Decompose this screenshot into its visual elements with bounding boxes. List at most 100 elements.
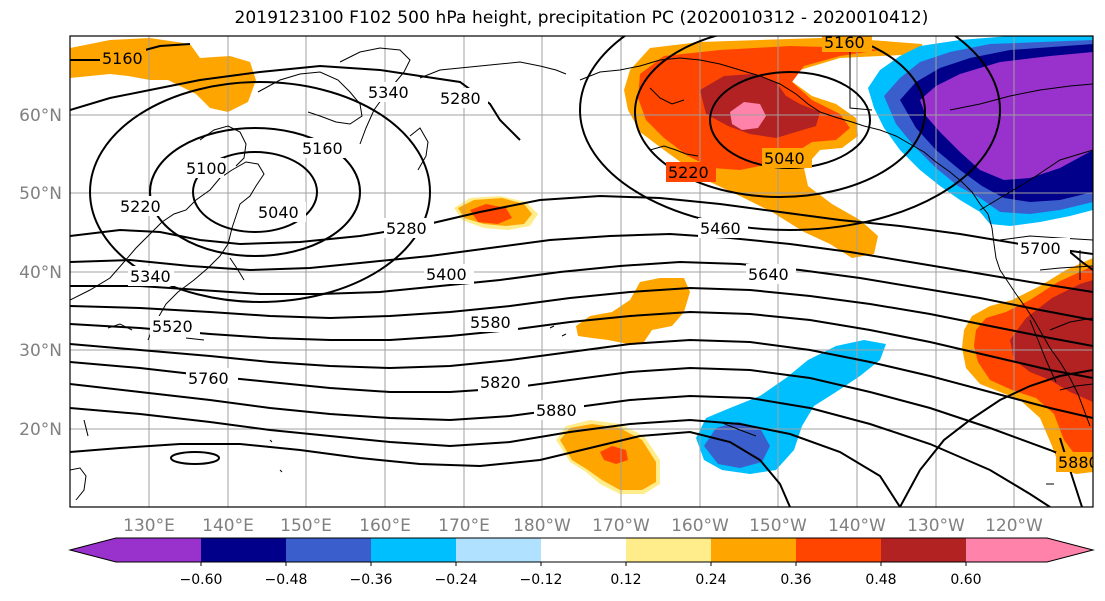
precip-patch-alaska-pink	[730, 102, 766, 130]
label-bg	[424, 264, 474, 284]
colorbar: −0.60 −0.48 −0.36 −0.24 −0.12 0.12 0.24 …	[68, 537, 1095, 588]
contour-label: 5640	[748, 265, 789, 284]
colorbar-segment	[541, 538, 627, 562]
label-bg	[1056, 452, 1093, 472]
label-bg	[468, 312, 518, 332]
label-bg	[666, 162, 716, 182]
precip-patch-midpac-red	[470, 204, 512, 224]
contour-label: 5880	[536, 401, 577, 420]
lon-label: 140°E	[202, 516, 254, 536]
label-bg	[384, 218, 434, 238]
lat-label: 50°N	[19, 184, 62, 204]
precip-patch-se-dark	[1010, 280, 1093, 402]
colorbar-tick-label: 0.60	[950, 572, 981, 588]
colorbar-extend-right	[1047, 538, 1093, 562]
colorbar-tick-label: −0.24	[435, 572, 478, 588]
precip-patch-170w	[576, 278, 690, 344]
colorbar-tick-label: 0.24	[695, 572, 726, 588]
contour-label: 5160	[102, 49, 143, 68]
colorbar-segment	[966, 538, 1048, 562]
lon-label: 140°W	[828, 516, 886, 536]
colorbar-tick-label: −0.60	[180, 572, 223, 588]
label-bg	[1018, 238, 1070, 258]
colorbar-tick-label: 0.48	[865, 572, 896, 588]
label-bg	[762, 148, 812, 168]
colorbar-segment	[371, 538, 457, 562]
label-bg	[478, 372, 528, 392]
contour-label: 5220	[120, 197, 161, 216]
contour-label: 5820	[480, 373, 521, 392]
colorbar-segment	[626, 538, 712, 562]
label-bg	[118, 196, 160, 216]
colorbar-segment	[201, 538, 287, 562]
contour-label: 5040	[764, 149, 805, 168]
precip-patch-nw-america-purple	[920, 52, 1093, 180]
contour-label: 5400	[426, 265, 467, 284]
lon-label: 150°W	[749, 516, 807, 536]
colorbar-tick-label: −0.48	[265, 572, 308, 588]
lon-label: 130°W	[907, 516, 965, 536]
contour-label: 5580	[470, 313, 511, 332]
colorbar-segment	[796, 538, 882, 562]
contour-label: 5280	[440, 89, 481, 108]
map-frame	[69, 35, 1094, 508]
lat-label: 40°N	[19, 263, 62, 283]
colorbar-ticks	[200, 562, 967, 566]
label-bg	[698, 218, 748, 238]
label-bg	[150, 316, 200, 336]
label-bg	[184, 158, 224, 178]
colorbar-extend-left	[70, 538, 116, 562]
label-bg	[822, 36, 872, 52]
lon-label: 170°W	[592, 516, 650, 536]
lon-label: 130°E	[123, 516, 175, 536]
contour-label: 5340	[130, 267, 171, 286]
contour-label: 5340	[368, 83, 409, 102]
height-contours	[70, 36, 1093, 507]
contour-label: 5460	[700, 219, 741, 238]
label-bg	[366, 82, 416, 102]
contour-label: 5220	[668, 163, 709, 182]
contour-label: 5040	[258, 203, 299, 222]
contour-labels: 5160 5340 5280 5160 5100 5040 5220 5340 …	[100, 33, 1099, 472]
contour-label: 5280	[386, 219, 427, 238]
colorbar-segment	[286, 538, 372, 562]
map-content: 5160 5340 5280 5160 5100 5040 5220 5340 …	[70, 33, 1099, 507]
contour-label: 5700	[1020, 239, 1061, 258]
colorbar-outline	[68, 537, 1095, 563]
map-title: 2019123100 F102 500 hPa height, precipit…	[234, 8, 929, 28]
contour-label: 5880	[1058, 453, 1099, 472]
label-bg	[256, 202, 306, 222]
colorbar-tick-label: 0.12	[610, 572, 641, 588]
colorbar-segment	[711, 538, 797, 562]
lon-label: 160°E	[359, 516, 411, 536]
colorbar-tick-label: 0.36	[780, 572, 811, 588]
lon-label: 180°W	[513, 516, 571, 536]
lat-label: 60°N	[19, 106, 62, 126]
lon-label: 120°W	[985, 516, 1043, 536]
label-bg	[100, 48, 146, 68]
contour-label: 5160	[302, 139, 343, 158]
longitude-labels: 130°E 140°E 150°E 160°E 170°E 180°W 170°…	[123, 516, 1043, 536]
contour-label: 5160	[824, 33, 865, 52]
colorbar-tick-label: −0.36	[350, 572, 393, 588]
contour-label: 5520	[152, 317, 193, 336]
contour-label: 5100	[186, 159, 227, 178]
colorbar-segment	[881, 538, 967, 562]
lat-label: 30°N	[19, 341, 62, 361]
colorbar-segment	[456, 538, 542, 562]
lat-label: 20°N	[19, 420, 62, 440]
colorbar-tick-label: −0.12	[520, 572, 563, 588]
lon-label: 160°W	[671, 516, 729, 536]
colorbar-segment	[116, 538, 202, 562]
label-bg	[438, 88, 488, 108]
lon-label: 150°E	[280, 516, 332, 536]
lon-label: 170°E	[438, 516, 490, 536]
label-bg	[534, 400, 584, 420]
gridlines	[70, 36, 1093, 507]
label-bg	[128, 266, 174, 286]
label-bg	[746, 264, 796, 284]
label-bg	[300, 138, 350, 158]
latitude-labels: 60°N 50°N 40°N 30°N 20°N	[19, 106, 62, 440]
label-bg	[186, 368, 238, 388]
